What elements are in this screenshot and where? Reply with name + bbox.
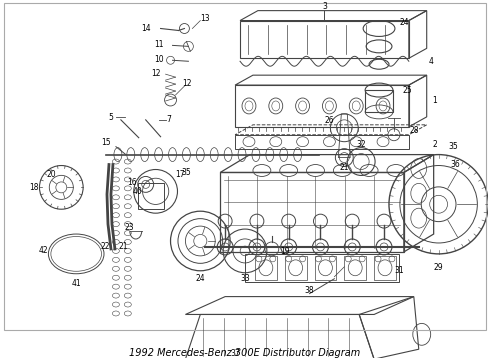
Text: 41: 41 bbox=[72, 279, 81, 288]
Text: 24: 24 bbox=[196, 274, 205, 283]
Text: 19: 19 bbox=[280, 247, 290, 256]
Text: 29: 29 bbox=[434, 263, 443, 272]
Text: 38: 38 bbox=[305, 286, 315, 295]
Text: 28: 28 bbox=[409, 126, 418, 135]
Text: 23: 23 bbox=[124, 222, 134, 231]
Text: 1: 1 bbox=[432, 96, 437, 105]
Text: 24: 24 bbox=[399, 18, 409, 27]
Text: 20: 20 bbox=[47, 170, 56, 179]
Text: 33: 33 bbox=[240, 274, 250, 283]
Text: 21: 21 bbox=[118, 242, 127, 251]
Text: 18: 18 bbox=[29, 183, 38, 192]
Text: 37: 37 bbox=[230, 349, 240, 358]
Text: 25: 25 bbox=[402, 86, 412, 95]
Text: 12: 12 bbox=[151, 69, 160, 78]
Text: 12: 12 bbox=[183, 78, 192, 87]
Text: 40: 40 bbox=[133, 187, 143, 196]
Text: 32: 32 bbox=[356, 140, 366, 149]
Text: 35: 35 bbox=[181, 168, 191, 177]
Text: 31: 31 bbox=[394, 266, 404, 275]
Text: 21: 21 bbox=[340, 163, 349, 172]
Text: 26: 26 bbox=[324, 116, 334, 125]
Text: 5: 5 bbox=[108, 113, 113, 122]
Text: 13: 13 bbox=[200, 14, 210, 23]
Text: 2: 2 bbox=[432, 140, 437, 149]
Text: 22: 22 bbox=[100, 242, 110, 251]
Text: 15: 15 bbox=[101, 138, 111, 147]
Text: 17: 17 bbox=[175, 170, 185, 179]
Text: 3: 3 bbox=[322, 2, 327, 11]
Text: 14: 14 bbox=[141, 24, 150, 33]
Text: 1992 Mercedes-Benz 300E Distributor Diagram: 1992 Mercedes-Benz 300E Distributor Diag… bbox=[129, 348, 361, 358]
Text: 7: 7 bbox=[166, 115, 171, 124]
Text: 4: 4 bbox=[428, 57, 433, 66]
Text: 36: 36 bbox=[451, 160, 461, 169]
Text: 10: 10 bbox=[154, 55, 164, 64]
Text: 42: 42 bbox=[39, 246, 48, 255]
Text: 16: 16 bbox=[127, 178, 137, 187]
Text: 11: 11 bbox=[154, 40, 163, 49]
Text: 35: 35 bbox=[449, 142, 458, 151]
